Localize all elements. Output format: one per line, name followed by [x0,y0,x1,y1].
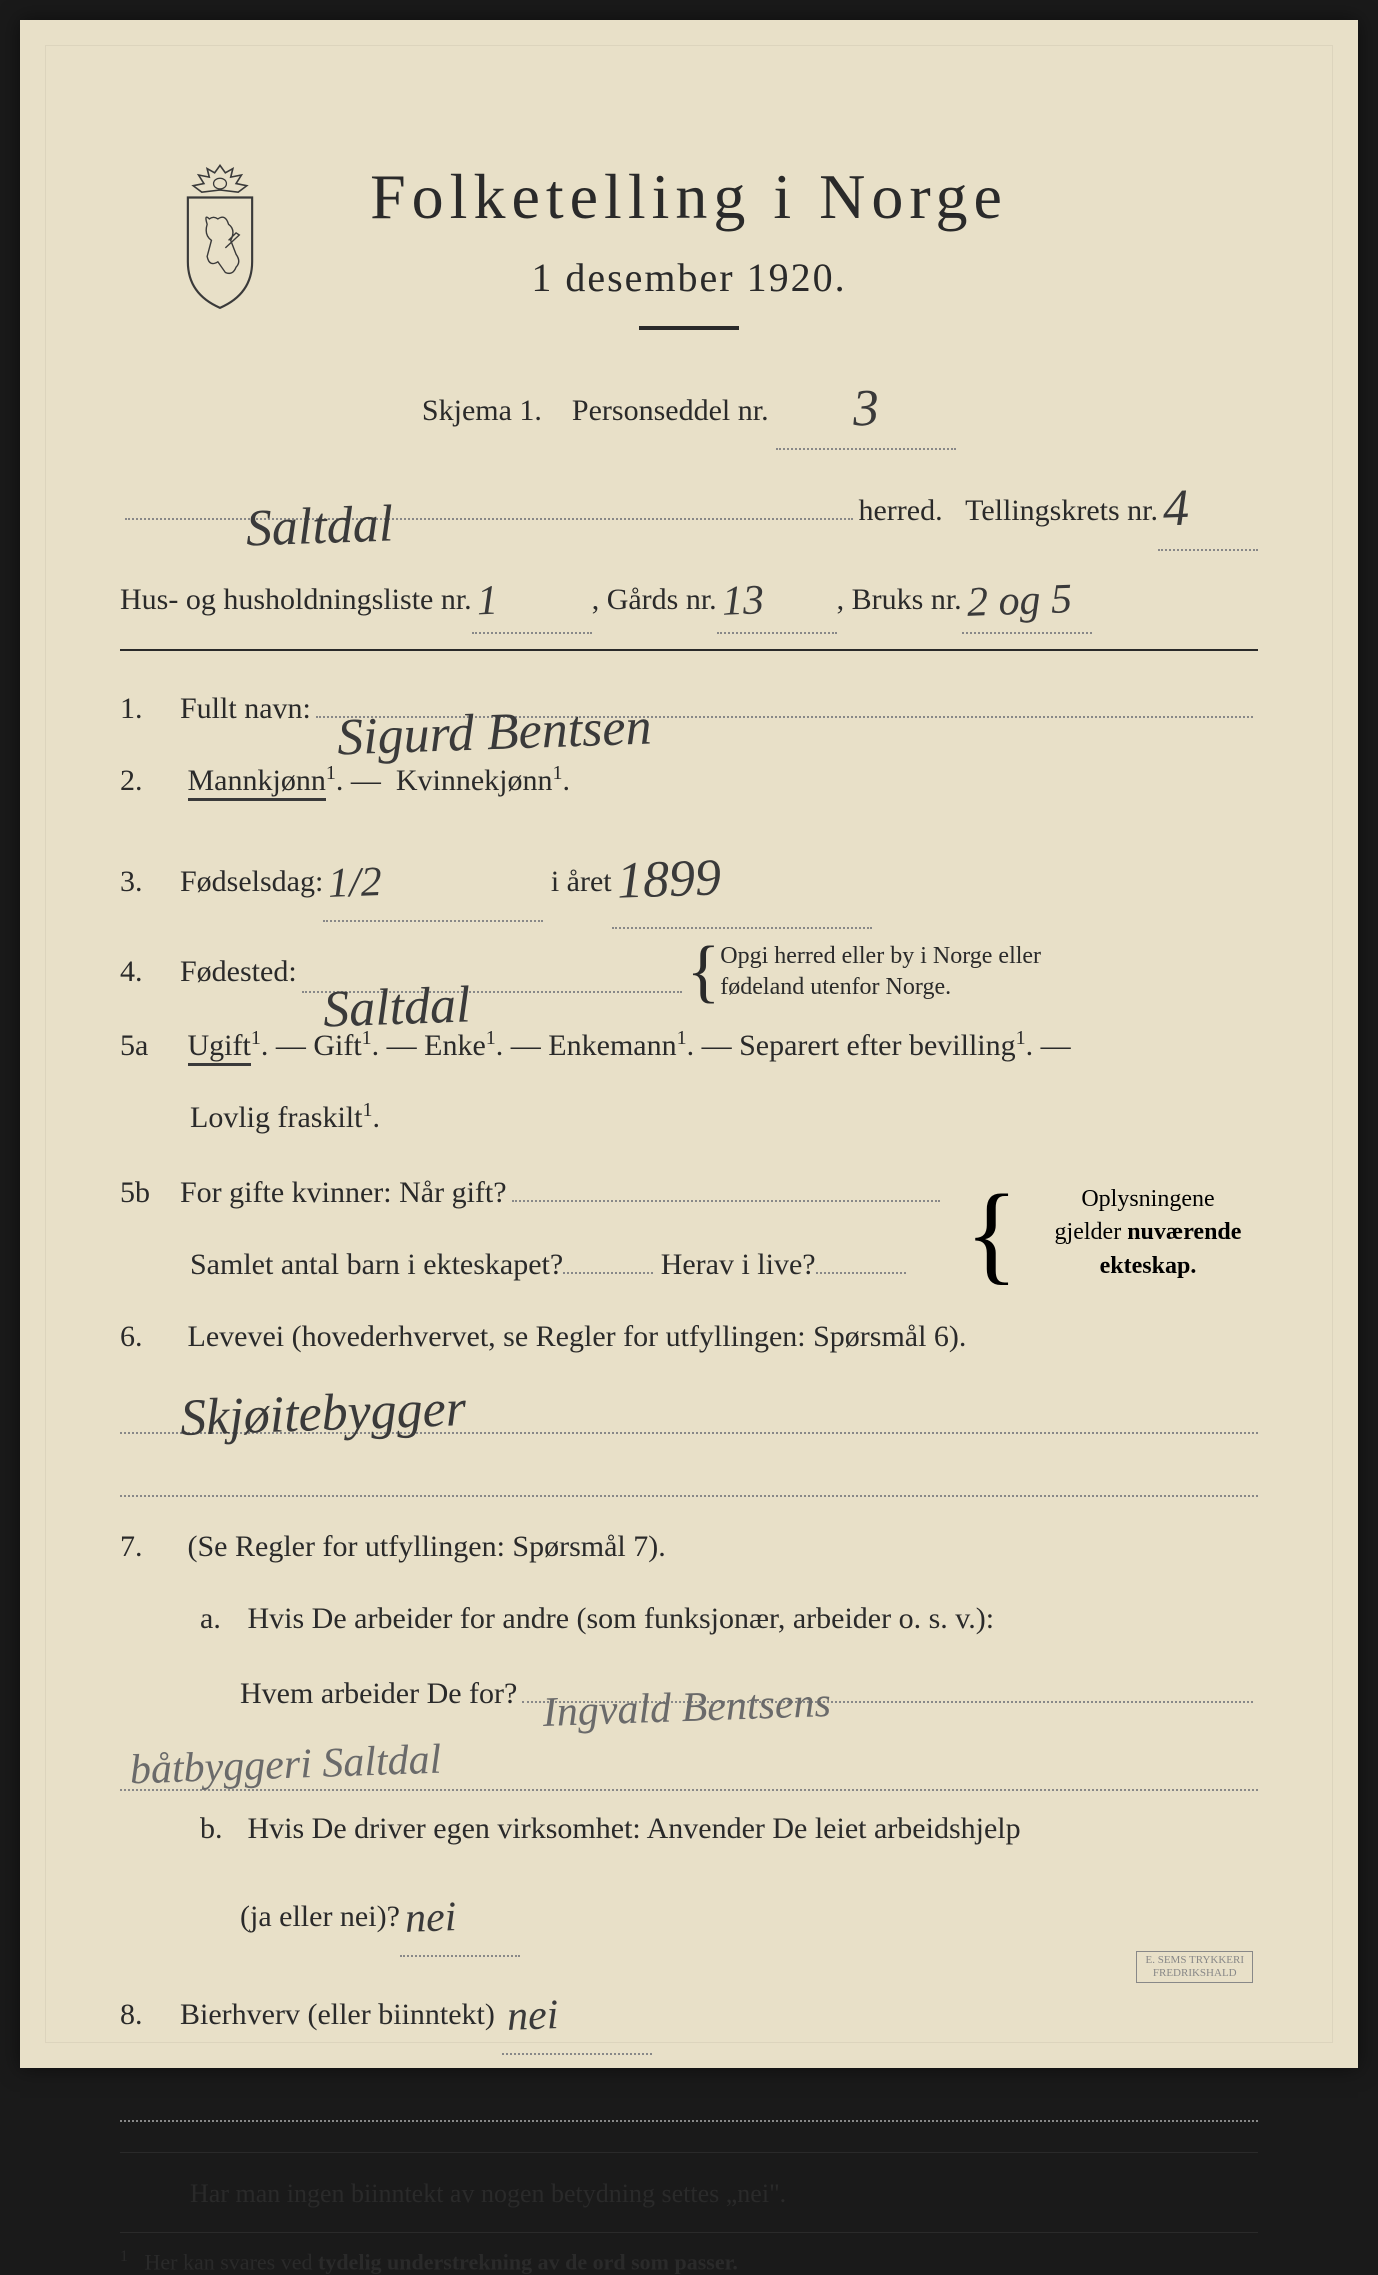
bottom-note: Har man ingen biinntekt av nogen betydni… [120,2168,1258,2220]
husliste-line: Hus- og husholdningsliste nr. 1 , Gårds … [120,561,1258,634]
q3-label: Fødselsdag: [180,852,323,912]
personseddel-value: 3 [852,365,881,454]
q1-num: 1. [120,679,180,739]
q5b-label1: For gifte kvinner: Når gift? [180,1163,507,1223]
q6-label: Levevei (hovederhvervet, se Regler for u… [188,1320,967,1353]
q6-field: Skjøitebygger [120,1379,1258,1434]
q7a-text1: Hvis De arbeider for andre (som funksjon… [248,1602,995,1635]
herred-label: herred. [858,485,942,536]
q5a-num: 5a [120,1016,180,1076]
herred-line: Saltdal herred. Tellingskrets nr. 4 [120,460,1258,550]
question-2: 2. Mannkjønn1. — Kvinnekjønn1. [120,751,1258,811]
q7-label: (Se Regler for utfyllingen: Spørsmål 7). [188,1530,666,1563]
q4-num: 4. [120,942,180,1002]
question-5a: 5a Ugift1. — Gift1. — Enke1. — Enkemann1… [120,1016,1258,1076]
q8-field2 [120,2067,1258,2122]
q3-year: 1899 [615,826,723,934]
q8-label: Bierhverv (eller biinntekt) [180,1985,495,2045]
q5b-label3: Herav i live? [661,1235,816,1295]
q4-label: Fødested: [180,942,297,1002]
husliste-label: Hus- og husholdningsliste nr. [120,574,472,625]
coat-of-arms-icon [165,160,275,310]
document-subtitle: 1 desember 1920. [120,254,1258,301]
question-7a-l1: a. Hvis De arbeider for andre (som funks… [120,1589,1258,1649]
question-5b: 5b For gifte kvinner: Når gift? Samlet a… [120,1160,1258,1307]
question-7b-l2: (ja eller nei)? nei [120,1871,1258,1957]
q7b-value: nei [403,1875,457,1961]
q5a-opt3: Enke [424,1029,486,1062]
personseddel-label: Personseddel nr. [572,394,769,427]
q1-value: Sigurd Bentsen [335,676,651,727]
q5a-opt4: Enkemann [548,1029,676,1062]
schema-label: Skjema 1. [422,394,542,427]
bottom-rule-1 [120,2152,1258,2153]
question-7a-l2: Hvem arbeider De for? Ingvald Bentsens [120,1661,1258,1724]
q8-value: nei [506,1973,560,2059]
question-7b-l1: b. Hvis De driver egen virksomhet: Anven… [120,1799,1258,1859]
q7a-num: a. [190,1589,240,1649]
q5a-opt5: Separert efter bevilling [739,1029,1016,1062]
q5a-opt1: Ugift [188,1029,251,1066]
q4-note: Opgi herred eller by i Norge eller fødel… [720,941,1070,1003]
title-divider [639,326,739,330]
q6-num: 6. [120,1307,180,1367]
bottom-rule-2 [120,2232,1258,2233]
census-document: Folketelling i Norge 1 desember 1920. Sk… [20,20,1358,2068]
question-3: 3. Fødselsdag: 1/2 i året 1899 [120,823,1258,929]
q7b-text1: Hvis De driver egen virksomhet: Anvender… [248,1812,1021,1845]
question-1: 1. Fullt navn: Sigurd Bentsen [120,676,1258,739]
q6-value: Skjøitebygger [179,1379,467,1445]
question-7: 7. (Se Regler for utfyllingen: Spørsmål … [120,1517,1258,1577]
husliste-value: 1 [475,565,498,637]
q5b-note1: Oplysningene [1038,1183,1258,1217]
q5b-note2: gjelder nuværende [1038,1216,1258,1250]
q5b-num: 5b [120,1163,180,1223]
gaards-value: 13 [720,565,764,638]
question-8: 8. Bierhverv (eller biinntekt) nei [120,1969,1258,2055]
bruks-label: Bruks nr. [852,574,962,625]
gaards-label: Gårds nr. [607,574,717,625]
herred-value: Saltdal [244,481,393,526]
document-title: Folketelling i Norge [120,160,1258,234]
schema-line: Skjema 1. Personseddel nr. 3 [120,360,1258,450]
q2-num: 2. [120,751,180,811]
bruks-value: 2 og 5 [965,564,1072,639]
printer-mark: E. SEMS TRYKKERIFREDRIKSHALD [1136,1951,1253,1983]
q5a-opt6: Lovlig fraskilt [190,1101,362,1134]
question-5a-line2: Lovlig fraskilt1. [120,1088,1258,1148]
q6-field2 [120,1442,1258,1497]
footnote: 1 Her kan svares ved tydelig understrekn… [120,2248,1258,2275]
q3-num: 3. [120,852,180,912]
q3-mid: i året [551,852,612,912]
q7-num: 7. [120,1517,180,1577]
q7a-field2: båtbyggeri Saltdal [120,1736,1258,1791]
question-6: 6. Levevei (hovederhvervet, se Regler fo… [120,1307,1258,1367]
q2-opt2: Kvinnekjønn [396,764,553,797]
q5b-note3: ekteskap. [1038,1250,1258,1284]
q7a-value2: båtbyggeri Saltdal [129,1735,442,1802]
tellingskrets-label: Tellingskrets nr. [965,485,1158,536]
q4-value: Saltdal [321,954,470,999]
q5a-opt2: Gift [313,1029,361,1062]
q3-day: 1/2 [327,840,384,926]
q5b-label2: Samlet antal barn i ekteskapet? [190,1235,563,1295]
q1-label: Fullt navn: [180,679,311,739]
q2-opt1: Mannkjønn [188,764,326,801]
q7b-text2: (ja eller nei)? [240,1887,400,1947]
question-4: 4. Fødested: Saltdal { Opgi herred eller… [120,941,1258,1003]
q8-num: 8. [120,1985,180,2045]
q7a-value1: Ingvald Bentsens [542,1661,831,1711]
q7b-num: b. [190,1799,240,1859]
header-rule [120,649,1258,651]
q7a-text2: Hvem arbeider De for? [240,1664,517,1724]
tellingskrets-value: 4 [1161,465,1190,554]
